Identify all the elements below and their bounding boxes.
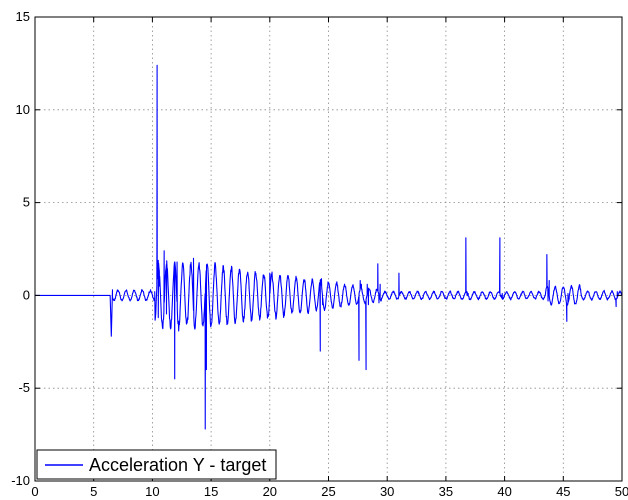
x-tick-label: 0: [31, 484, 38, 499]
x-tick-label: 45: [556, 484, 570, 499]
grid: [35, 17, 622, 481]
y-tick-label: 0: [23, 287, 30, 302]
x-tick-label: 5: [90, 484, 97, 499]
y-tick-label: 5: [23, 195, 30, 210]
y-tick-label: -5: [18, 380, 30, 395]
y-tick-label: 10: [16, 102, 30, 117]
x-tick-label: 50: [615, 484, 628, 499]
legend-label: Acceleration Y - target: [89, 455, 266, 475]
y-tick-label: 15: [16, 9, 30, 24]
series-line: [35, 64, 623, 430]
x-tick-label: 25: [321, 484, 335, 499]
x-tick-label: 30: [380, 484, 394, 499]
x-tick-label: 40: [497, 484, 511, 499]
legend: Acceleration Y - target: [36, 449, 277, 480]
x-tick-label: 10: [145, 484, 159, 499]
series-layer: [35, 64, 623, 430]
x-tick-label: 15: [204, 484, 218, 499]
x-tick-label: 35: [439, 484, 453, 499]
y-tick-label: -10: [11, 473, 30, 488]
ticks: 0 5 10 15 20 25 30 35 40 45 50 -10 -5 0 5 10 15: [11, 9, 628, 499]
x-tick-label: 20: [263, 484, 277, 499]
